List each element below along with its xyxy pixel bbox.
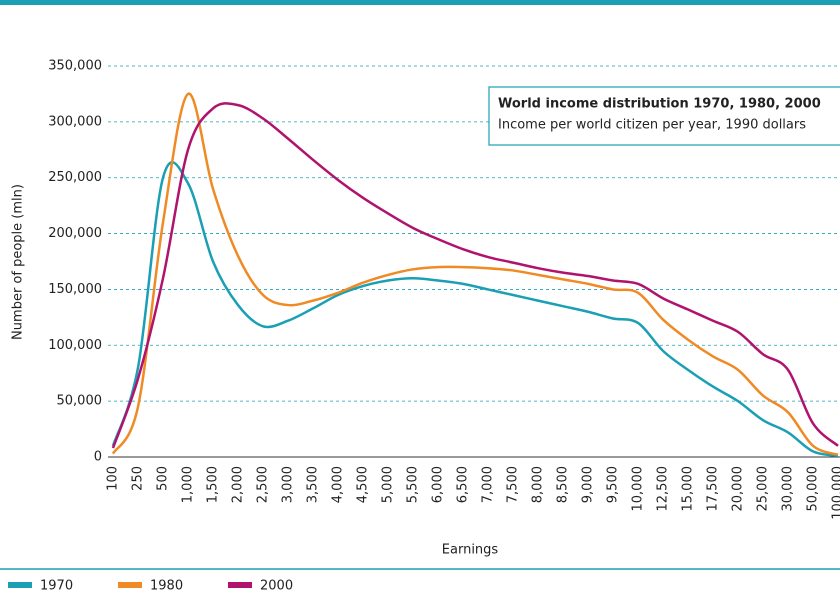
y-tick-label: 250,000	[48, 170, 102, 185]
x-tick-label: 25,000	[756, 466, 771, 512]
x-tick-label: 5,000	[381, 466, 396, 503]
annotation-title: World income distribution 1970, 1980, 20…	[498, 97, 821, 112]
plot: 0 50,000 100,000 150,000 200,000 250,000 300,0…	[48, 59, 840, 520]
x-tick-label: 7,000	[481, 466, 496, 503]
annotation-subtitle: Income per world citizen per year, 1990 …	[498, 118, 806, 133]
annotation-box	[488, 86, 840, 146]
series-line	[111, 92, 839, 456]
y-tick-label: 350,000	[48, 59, 102, 74]
top-bar	[0, 0, 840, 5]
x-tick-label: 17,500	[706, 466, 721, 512]
x-tick-label: 250	[131, 466, 146, 491]
y-tick-label: 150,000	[48, 282, 102, 297]
x-tick-label: 1,000	[181, 466, 196, 503]
y-tick-label: 0	[94, 450, 102, 465]
y-tick-label: 50,000	[57, 394, 103, 409]
y-tick-label: 300,000	[48, 114, 102, 129]
x-tick-label: 2,500	[256, 466, 271, 503]
x-tick-label: 6,000	[431, 466, 446, 503]
x-tick-label: 20,000	[731, 466, 746, 512]
x-tick-label: 9,500	[606, 466, 621, 503]
x-tick-label: 7,500	[506, 466, 521, 503]
y-tick-label: 200,000	[48, 226, 102, 241]
x-tick-label: 2,000	[231, 466, 246, 503]
x-tick-label: 50,000	[806, 466, 821, 512]
x-tick-label: 4,500	[356, 466, 371, 503]
x-tick-label: 15,000	[681, 466, 696, 512]
y-axis-label: Number of people (mln)	[11, 184, 26, 340]
x-tick-label: 3,000	[281, 466, 296, 503]
x-tick-label: 10,000	[631, 466, 646, 512]
x-tick-label: 500	[156, 466, 171, 491]
x-tick-label: 4,000	[331, 466, 346, 503]
x-tick-label: 30,000	[781, 466, 796, 512]
legend-swatch	[8, 582, 32, 588]
y-tick-label: 100,000	[48, 338, 102, 353]
x-tick-label: 3,500	[306, 466, 321, 503]
legend-label: 2000	[260, 579, 293, 594]
x-tick-label: 6,500	[456, 466, 471, 503]
x-tick-label: 12,500	[656, 466, 671, 512]
x-tick-label: 1,500	[206, 466, 221, 503]
legend-swatch	[118, 582, 142, 588]
legend-label: 1970	[40, 579, 73, 594]
x-tick-label: 8,000	[531, 466, 546, 503]
x-tick-label: 100,000	[831, 466, 840, 520]
series-line	[111, 102, 839, 449]
legend-label: 1980	[150, 579, 183, 594]
x-tick-label: 8,500	[556, 466, 571, 503]
x-axis-label: Earnings	[442, 543, 499, 558]
x-tick-label: 5,500	[406, 466, 421, 503]
x-tick-label: 100	[106, 466, 121, 491]
series-line	[111, 161, 839, 458]
x-tick-label: 9,000	[581, 466, 596, 503]
legend-swatch	[228, 582, 252, 588]
